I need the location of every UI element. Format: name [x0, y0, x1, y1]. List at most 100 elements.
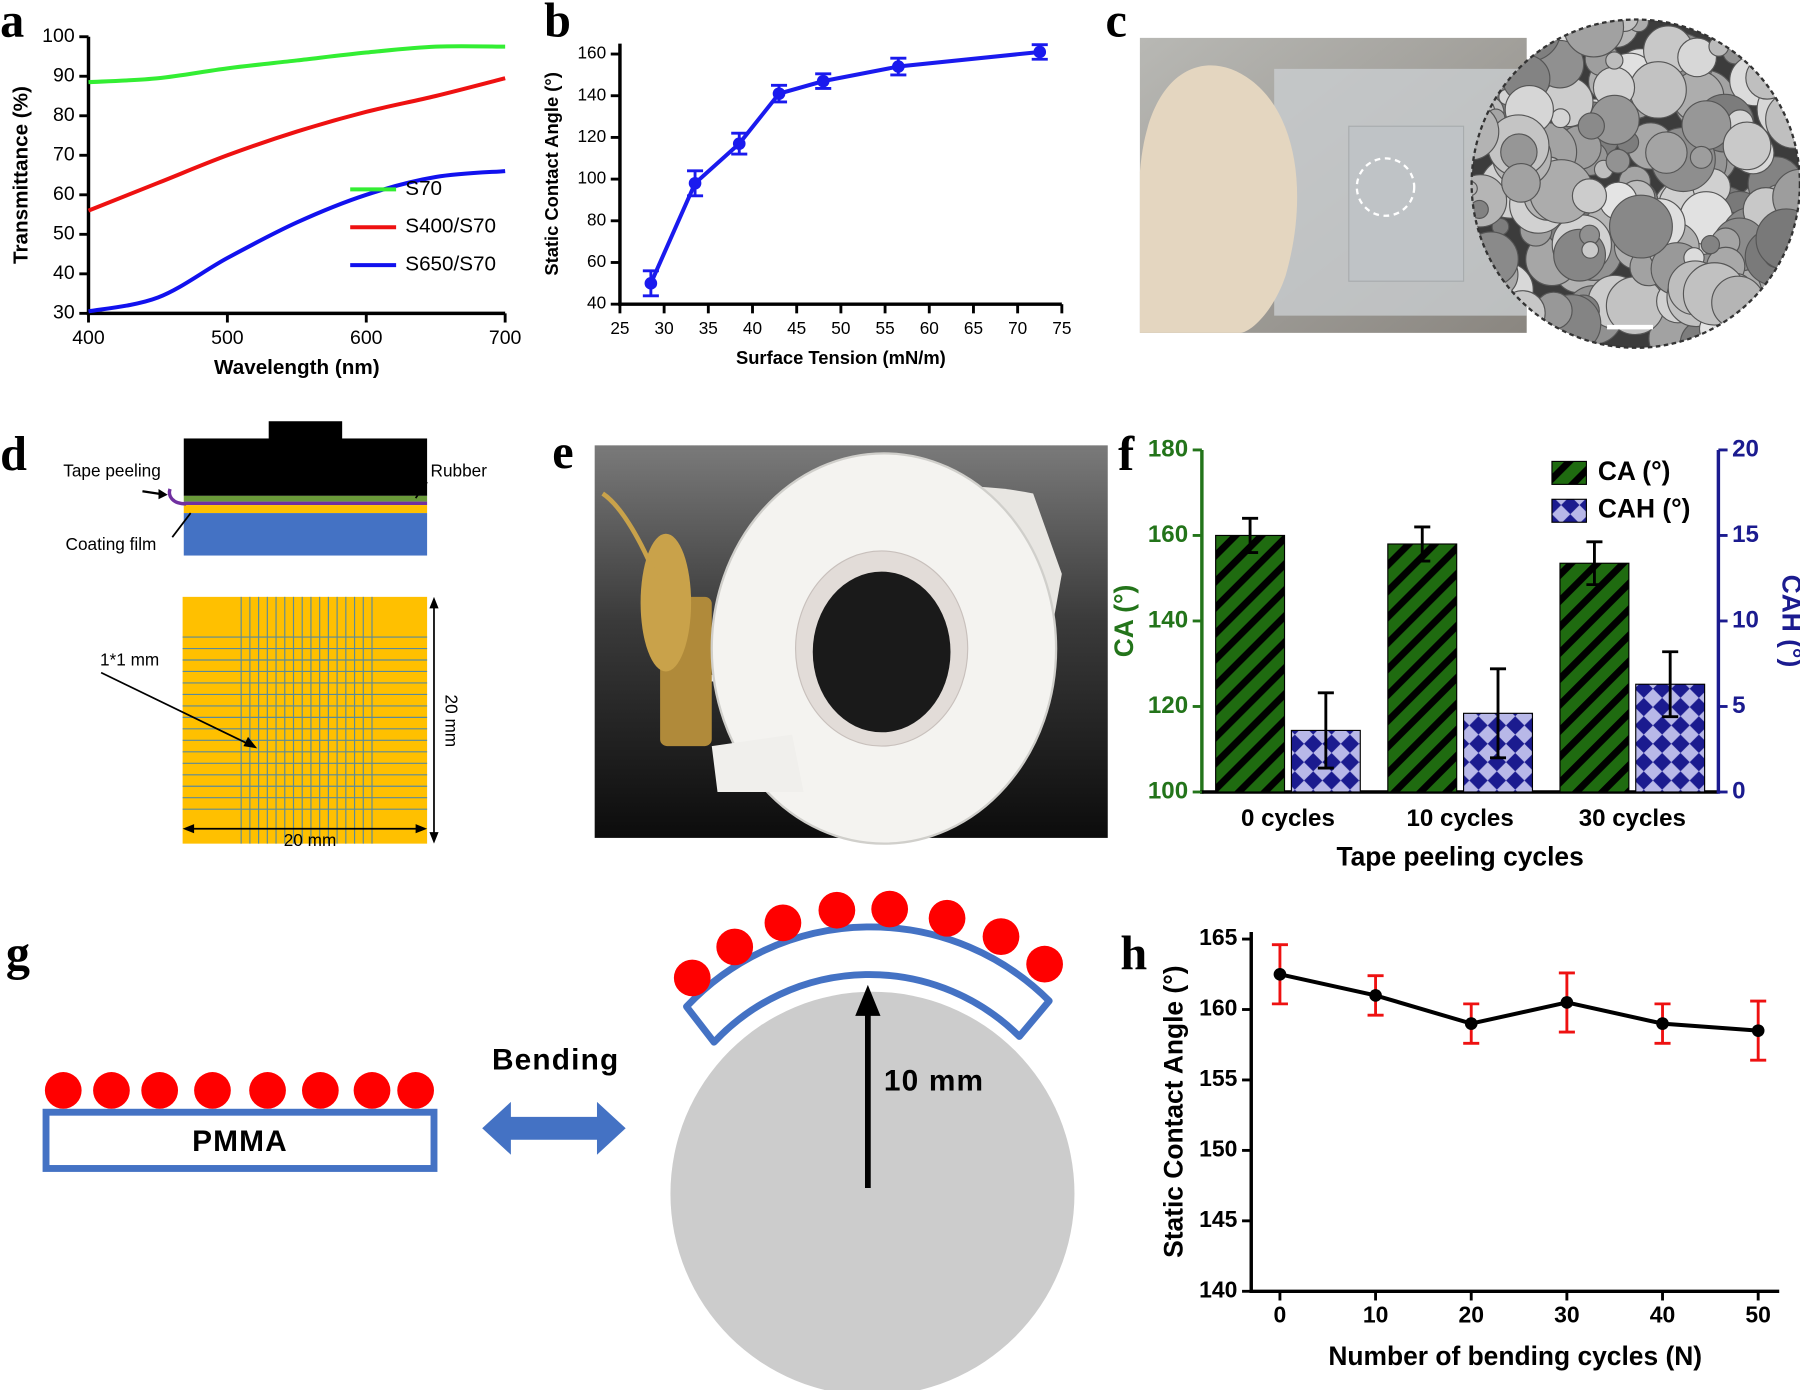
sem-particle — [1605, 51, 1624, 70]
x-tick-label: 70 — [1008, 318, 1027, 338]
y-tick-label: 160 — [1148, 521, 1188, 548]
sem-particle — [1490, 19, 1516, 38]
data-line — [87, 76, 506, 213]
sem-particle — [1749, 313, 1787, 348]
panel-label: c — [1105, 0, 1126, 47]
diagram-label: 1*1 mm — [100, 650, 159, 670]
x-tick-label: 60 — [920, 318, 939, 338]
panel-label: d — [0, 428, 27, 481]
sem-particle — [1550, 108, 1571, 129]
diagram-label: PMMA — [192, 1125, 288, 1158]
y-tick-label: 165 — [1199, 924, 1238, 950]
y-tick-label: 120 — [1148, 692, 1188, 719]
sem-particle — [1770, 305, 1800, 348]
diagram-label: 20 mm — [442, 695, 462, 748]
y-axis-label: Static Contact Angle (°) — [1158, 965, 1188, 1257]
chart: 140 145 150 155 160 165 0 10 20 30 40 50 Number of b… — [1158, 924, 1780, 1371]
x-tick-label: 20 — [1458, 1302, 1484, 1328]
x-tick-label: 50 — [1745, 1302, 1771, 1328]
y-tick-label: 40 — [587, 293, 606, 313]
sem-particle — [1711, 275, 1765, 330]
legend-label: CA (°) — [1598, 456, 1671, 486]
y-tick-label: 120 — [577, 126, 606, 146]
data-line — [88, 169, 506, 314]
diagram-label: Rubber — [431, 460, 488, 480]
y-tick-label: 180 — [1148, 435, 1188, 462]
y-tick-label: 70 — [53, 143, 75, 165]
y-tick-label: 60 — [53, 183, 75, 205]
y-tick-label: 50 — [53, 222, 75, 244]
y-tick-label: 160 — [577, 43, 606, 63]
x-tick-label: 10 — [1363, 1302, 1389, 1328]
sem-particle — [1645, 131, 1688, 174]
data-point — [732, 137, 746, 150]
sem-particle — [1745, 56, 1789, 100]
sem-particle — [1471, 180, 1478, 197]
sem-particle — [1577, 112, 1605, 140]
bar-hatch — [1215, 534, 1286, 793]
data-point — [1273, 967, 1287, 981]
x-tick-label: 35 — [699, 318, 718, 338]
legend-label: S70 — [405, 177, 442, 200]
data-point — [1464, 1017, 1478, 1030]
y2-tick-label: 0 — [1732, 777, 1745, 804]
panel-label: h — [1120, 927, 1147, 980]
chart: 40 60 80 100 120 140 160 25 30 35 40 45 50 55 60 65 70 75… — [541, 43, 1071, 369]
sem-particle — [1571, 178, 1608, 214]
y2-tick-label: 20 — [1732, 435, 1759, 462]
y-tick-label: 140 — [1199, 1276, 1237, 1302]
sem-particle — [1700, 235, 1721, 255]
data-point — [1656, 1017, 1669, 1030]
y-tick-label: 80 — [53, 104, 75, 126]
sem-particle — [1608, 194, 1673, 259]
legend-swatch-hatch — [1551, 498, 1587, 523]
x-axis-label: Tape peeling cycles — [1336, 842, 1583, 872]
y-axis-label: CA (°) — [1109, 585, 1139, 658]
sem-particle — [1757, 19, 1800, 62]
y-tick-label: 155 — [1199, 1065, 1238, 1091]
x-tick-label: 500 — [211, 327, 244, 349]
sem-particle — [1724, 320, 1777, 348]
sem-particle — [1769, 323, 1800, 348]
data-point — [1751, 1024, 1765, 1037]
sem-particle — [1629, 61, 1687, 119]
sem-particle — [1563, 19, 1625, 58]
data-point — [644, 277, 658, 290]
sem-particle — [1755, 326, 1800, 348]
y-tick-label: 60 — [587, 251, 606, 271]
sem-particle — [1778, 20, 1800, 64]
y-tick-label: 90 — [53, 64, 75, 86]
y2-axis-label: CAH (°) — [1777, 575, 1800, 668]
sem-particle — [1752, 301, 1796, 344]
x-tick-label: 10 cycles — [1407, 805, 1514, 832]
x-tick-label: 55 — [876, 318, 895, 338]
y-tick-label: 100 — [42, 25, 75, 47]
data-line — [1279, 972, 1759, 1033]
x-tick-label: 600 — [350, 327, 383, 349]
data-line — [88, 44, 506, 85]
x-tick-label: 50 — [831, 318, 850, 338]
data-point — [1369, 989, 1382, 1002]
sem-particle — [1722, 121, 1772, 171]
y2-tick-label: 5 — [1732, 692, 1745, 719]
x-tick-label: 30 — [655, 318, 674, 338]
photo-c — [1139, 18, 1800, 349]
y-tick-label: 160 — [1199, 995, 1237, 1021]
sem-particle — [1581, 241, 1600, 259]
sem-particle — [1501, 163, 1541, 203]
sem-particle — [1716, 19, 1753, 39]
y-axis-label: Static Contact Angle (°) — [541, 72, 562, 276]
x-tick-label: 700 — [489, 327, 522, 349]
sem-particle — [1471, 19, 1489, 38]
legend-swatch-hatch — [1551, 460, 1587, 485]
y-tick-label: 100 — [577, 168, 606, 188]
legend-label: CAH (°) — [1598, 494, 1691, 524]
x-tick-label: 0 — [1274, 1302, 1287, 1328]
data-point — [892, 60, 905, 73]
panel-label: e — [552, 426, 573, 479]
x-axis-label: Number of bending cycles (N) — [1328, 1341, 1702, 1371]
chart: 100 120 140 160 180 0 5 10 15 20 0 cycles 10 cycles… — [1109, 435, 1800, 871]
sem-particle — [1677, 37, 1718, 78]
photo-e — [594, 445, 1108, 845]
y-tick-label: 140 — [1148, 606, 1188, 633]
